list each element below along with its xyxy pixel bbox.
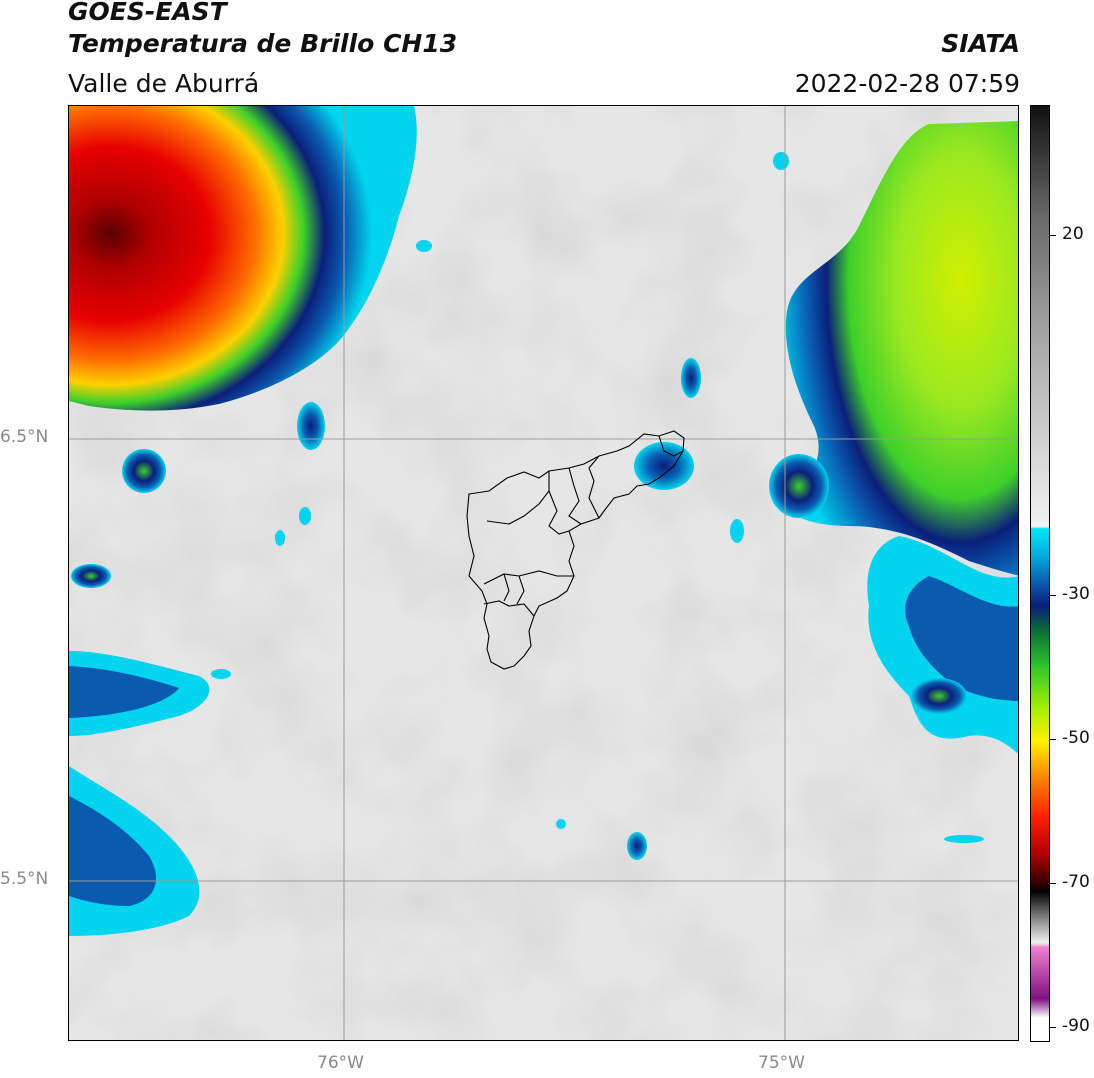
cloud-west-mid-core [69, 666, 179, 718]
colorbar-gradient [1031, 106, 1049, 1041]
cloud-cell-13 [211, 669, 231, 679]
municipality-boundaries [466, 430, 685, 670]
boundary-inner-7 [483, 600, 535, 617]
datetime-subtitle: 2022-02-28 07:59 [794, 69, 1020, 98]
cloud-cell-7 [773, 152, 789, 170]
latitude-label-6-5: 6.5°N [0, 427, 49, 447]
organization-title: SIATA [941, 29, 1020, 58]
cloud-cell-14 [944, 835, 984, 843]
colorbar-canvas [1031, 106, 1049, 1041]
colorbar-tick-label: -70 [1062, 872, 1090, 892]
cloud-southeast-core [905, 576, 1018, 701]
boundary-inner-8 [503, 573, 525, 605]
cloud-southeast-cell [911, 678, 967, 714]
boundary-inner-1 [486, 471, 550, 525]
colorbar-tick-label: -30 [1062, 584, 1090, 604]
cloud-cell-12 [275, 530, 285, 546]
colorbar-tick-label: -90 [1062, 1016, 1090, 1036]
colorbar-tick-mark [1050, 883, 1056, 884]
cloud-cell-8 [730, 519, 744, 543]
colorbar [1030, 105, 1050, 1042]
latitude-label-5-5: 5.5°N [0, 869, 49, 889]
product-title: Temperatura de Brillo CH13 [68, 29, 458, 58]
cloud-cell-6 [416, 240, 432, 252]
boundary-inner-6 [483, 570, 574, 585]
longitude-label-76: 76°W [317, 1053, 364, 1073]
map-canvas [69, 106, 1018, 1040]
region-subtitle: Valle de Aburrá [68, 69, 260, 98]
colorbar-tick-mark [1050, 595, 1056, 596]
cloud-cell-10 [556, 819, 566, 829]
cloud-cell-1 [122, 449, 166, 493]
boundary-inner-4 [588, 455, 600, 519]
cloud-west-south-core [69, 796, 157, 906]
cloud-northwest [69, 106, 417, 411]
boundary-inner-5 [658, 435, 684, 457]
longitude-label-75: 75°W [758, 1053, 805, 1073]
colorbar-tick-label: -50 [1062, 728, 1090, 748]
cloud-cell-11 [299, 507, 311, 525]
colorbar-tick-mark [1050, 235, 1056, 236]
cloud-cell-9 [627, 832, 647, 860]
cloud-cell-2 [769, 454, 829, 518]
colorbar-tick-mark [1050, 1027, 1056, 1028]
cloud-east [785, 121, 1018, 576]
satellite-title: GOES-EAST [68, 0, 227, 26]
cloud-cell-3 [634, 442, 694, 490]
graticule [69, 106, 1018, 1040]
cloud-cell-4 [681, 358, 701, 398]
boundary-inner-2 [548, 490, 570, 535]
colorbar-tick-mark [1050, 739, 1056, 740]
brightness-temperature-map [68, 105, 1019, 1041]
cloud-cell-5 [297, 402, 325, 450]
cloud-west-cell [71, 564, 111, 588]
boundary-inner-3 [568, 467, 582, 525]
colorbar-tick-label: 20 [1062, 224, 1084, 244]
